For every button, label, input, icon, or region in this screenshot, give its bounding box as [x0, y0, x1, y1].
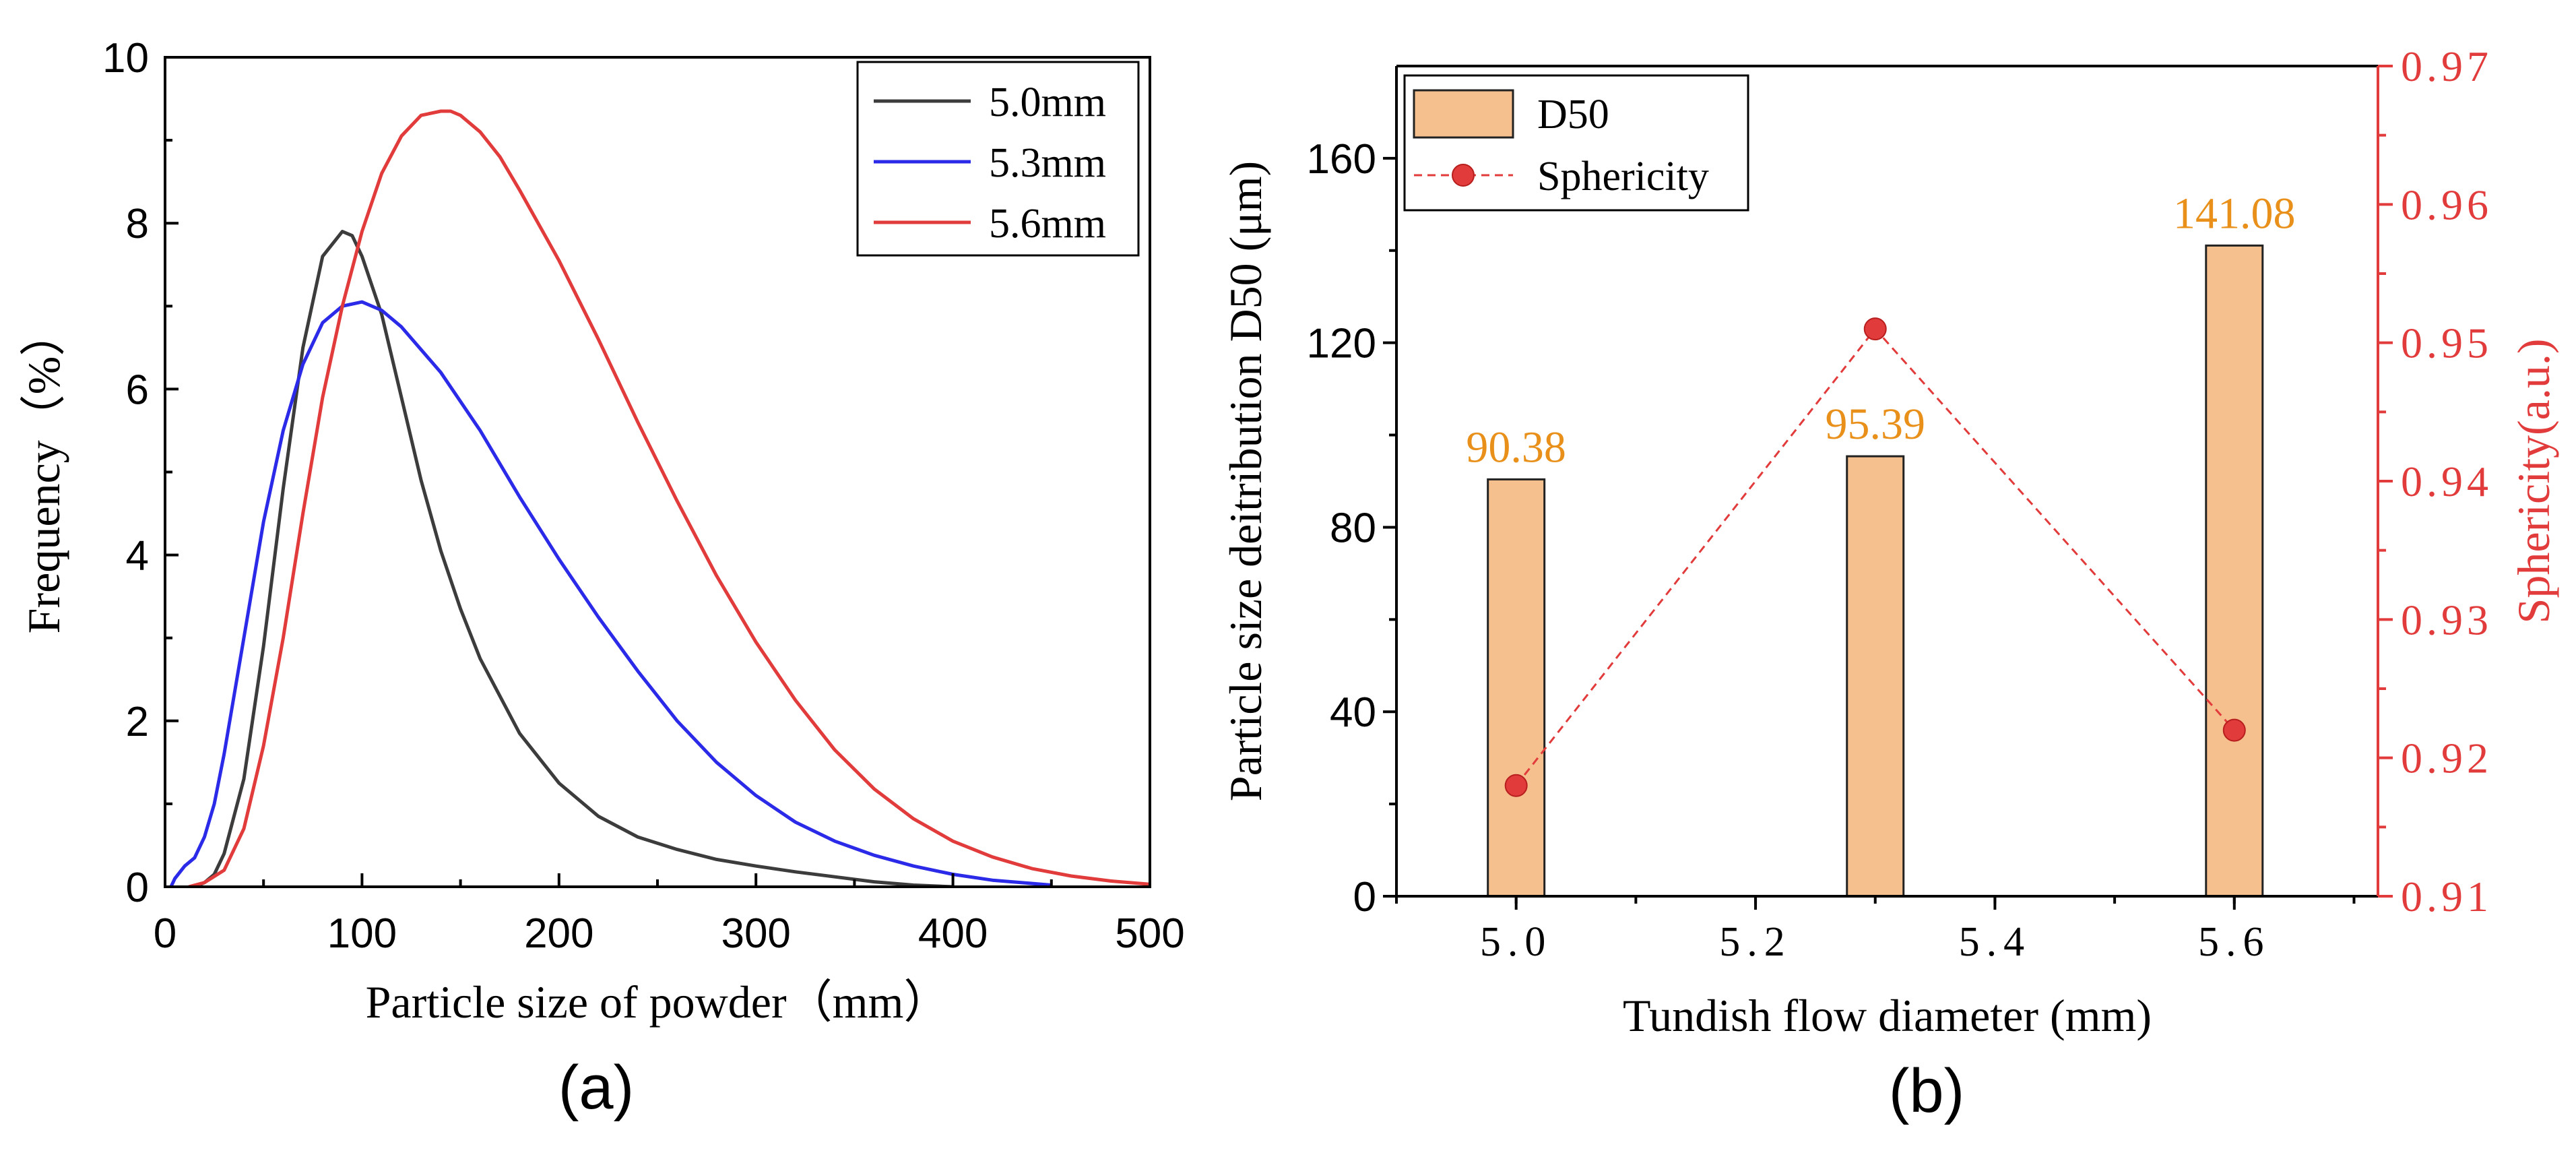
- chart-b-y-axis-title: Particle size deitribution D50 (μm): [1220, 161, 1271, 801]
- y2-tick-label-0.97: 0.97: [2401, 42, 2492, 90]
- y-tick-label-6: 6: [126, 367, 149, 413]
- legend-label-5.3mm: 5.3mm: [989, 140, 1106, 186]
- y2-tick-label-0.94: 0.94: [2401, 458, 2492, 505]
- y2-tick-label-0.95: 0.95: [2401, 319, 2492, 367]
- bar-value-label-5.6: 141.08: [2173, 189, 2296, 238]
- y2-tick-label-0.91: 0.91: [2401, 873, 2492, 920]
- chart-a-x-axis-title: Particle size of powder（mm）: [366, 976, 950, 1028]
- chart-b-panel-label: (b): [1889, 1057, 1964, 1125]
- legend-label-5.6mm: 5.6mm: [989, 201, 1106, 247]
- y2-tick-label-0.92: 0.92: [2401, 734, 2492, 782]
- x-tick-label-0: 0: [154, 910, 176, 957]
- chart-b: 90.38 95.39 141.08 0 40 80 120 160 0.91 0.92 0.93 0…: [1220, 42, 2559, 1125]
- y-tick-label-2: 2: [126, 699, 149, 745]
- chart-a: 0 100 200 300 400 500 0 2 4 6 8 10 5.0mm 5.3mm 5.6mm P…: [18, 35, 1185, 1122]
- y-tick-label-80: 80: [1330, 505, 1376, 551]
- x-tick-label-500: 500: [1115, 910, 1184, 957]
- chart-b-x-axis-title: Tundish flow diameter (mm): [1623, 990, 2152, 1041]
- legend-swatch-sphericity-point: [1452, 164, 1475, 187]
- y-tick-label-160: 160: [1307, 136, 1376, 183]
- x-tick-label-100: 100: [327, 910, 397, 957]
- bar-value-label-5: 90.38: [1466, 423, 1566, 472]
- y-tick-label-40: 40: [1330, 689, 1376, 736]
- y-tick-label-4: 4: [126, 533, 149, 580]
- x-tick-label-400: 400: [918, 910, 988, 957]
- y-tick-label-0: 0: [1353, 874, 1376, 920]
- chart-a-y-axis-title: Frequency（%）: [18, 311, 69, 634]
- x-tick-label-5.0: 5.0: [1480, 919, 1553, 965]
- x-tick-label-200: 200: [524, 910, 593, 957]
- y-tick-label-8: 8: [126, 201, 149, 247]
- legend-label-d50: D50: [1537, 92, 1609, 137]
- y-tick-label-0: 0: [126, 865, 149, 911]
- x-tick-label-5.2: 5.2: [1719, 919, 1792, 965]
- series-line-5.6mm: [188, 109, 1150, 887]
- chart-a-plot-area: 0 100 200 300 400 500 0 2 4 6 8 10 5.0mm 5.3mm 5.6mm: [102, 35, 1185, 957]
- series-line-5.3mm: [169, 300, 1052, 887]
- bar-d50-5.3: [1846, 455, 1905, 898]
- chart-b-y2-axis-title: Sphericity(a.u.): [2508, 339, 2559, 624]
- y-tick-label-10: 10: [102, 35, 149, 82]
- bar-value-label-5.3: 95.39: [1825, 400, 1925, 449]
- bar-d50-5: [1487, 478, 1546, 898]
- series-line-5.0mm: [193, 230, 953, 887]
- legend-label-sphericity: Sphericity: [1537, 154, 1709, 199]
- x-tick-label-5.6: 5.6: [2198, 919, 2271, 965]
- legend-label-5.0mm: 5.0mm: [989, 80, 1106, 125]
- y2-tick-label-0.96: 0.96: [2401, 181, 2492, 228]
- x-tick-label-300: 300: [721, 910, 790, 957]
- sphericity-point-5.6: [2222, 718, 2246, 742]
- sphericity-point-5: [1504, 774, 1528, 797]
- x-tick-label-5.4: 5.4: [1959, 919, 2032, 965]
- chart-b-plot-area: 90.38 95.39 141.08 0 40 80 120 160 0.91 0.92 0.93 0…: [1307, 42, 2492, 965]
- legend-swatch-d50: [1413, 89, 1514, 139]
- y2-tick-label-0.93: 0.93: [2401, 596, 2492, 644]
- bar-d50-5.6: [2205, 244, 2264, 898]
- sphericity-point-5.3: [1863, 317, 1887, 341]
- y-tick-label-120: 120: [1307, 321, 1376, 367]
- chart-a-panel-label: (a): [558, 1053, 634, 1122]
